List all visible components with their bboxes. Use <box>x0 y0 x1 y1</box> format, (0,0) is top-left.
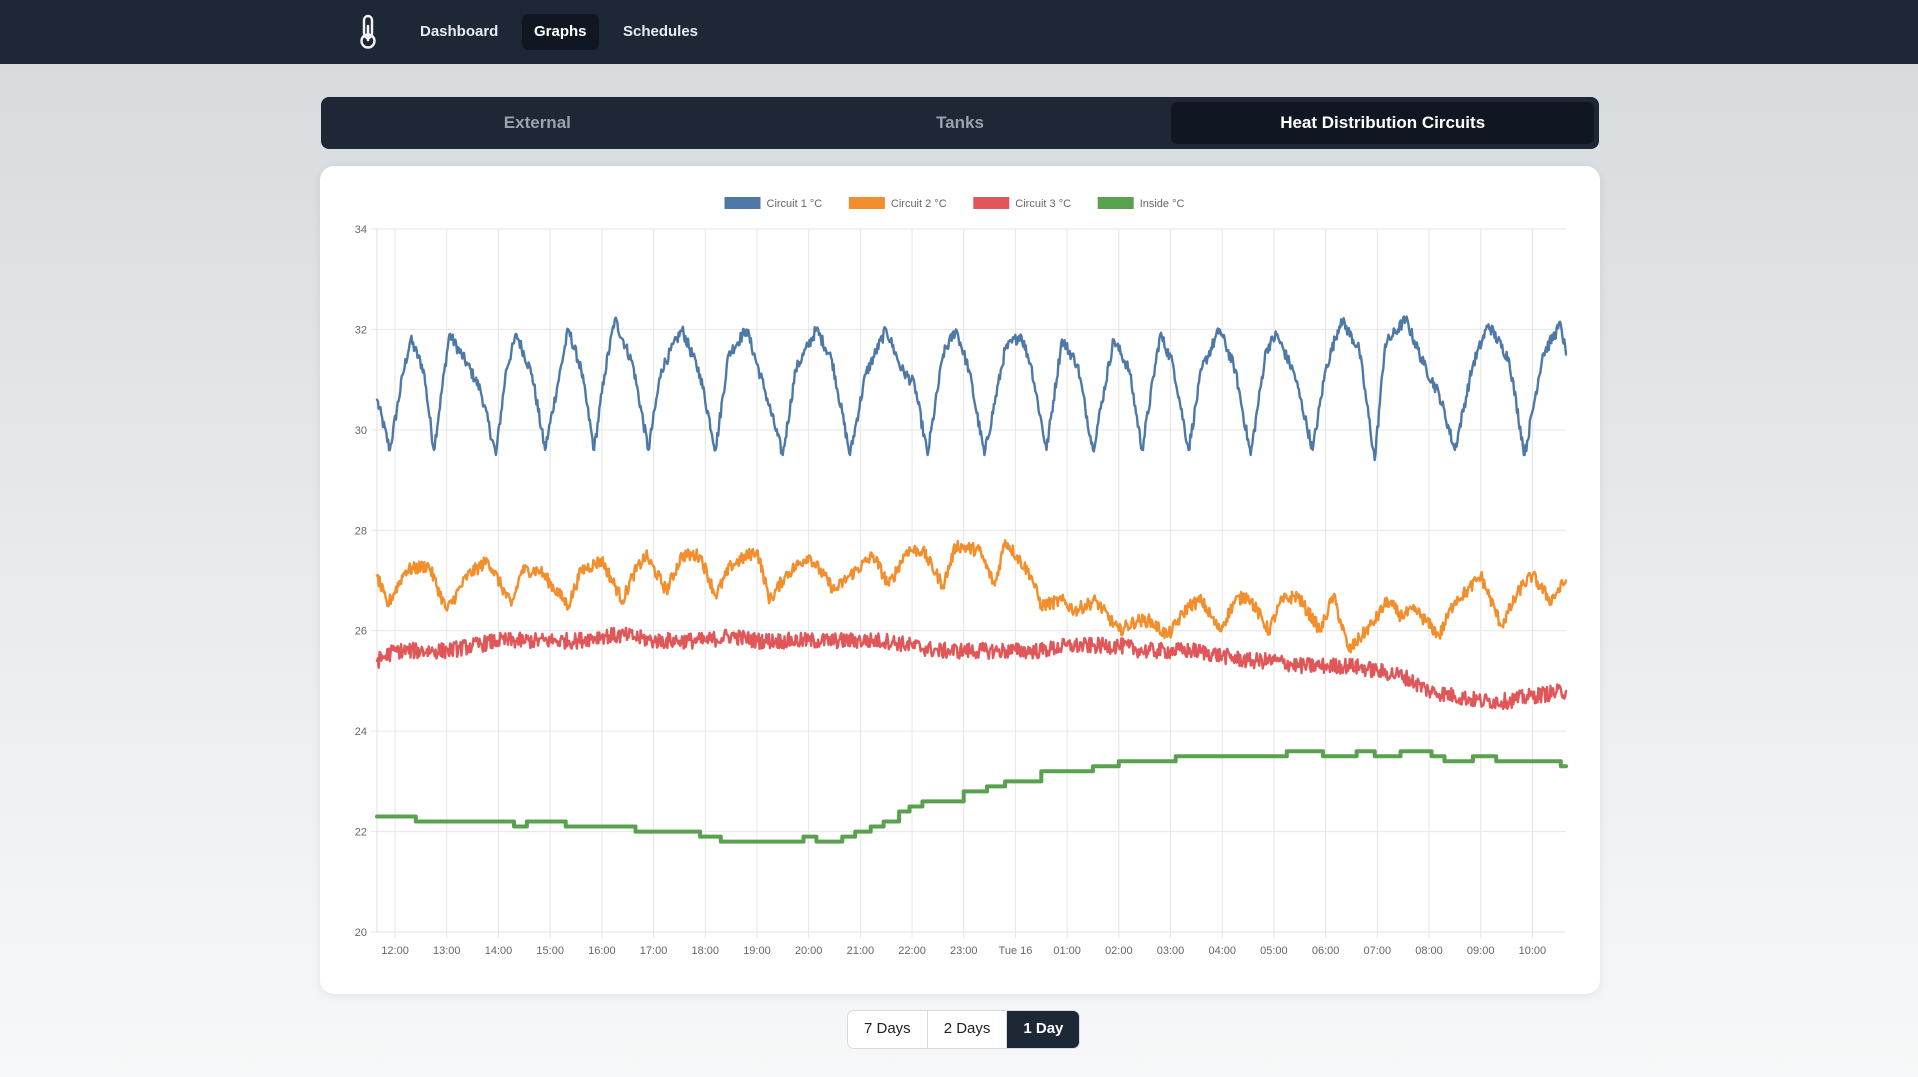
series-line-4[interactable] <box>375 749 1568 844</box>
temperature-line-chart: 20 22 24 26 28 30 32 34 12:00 13:00 14:00 15:00 16:0… <box>355 197 1568 957</box>
range-2-days-button[interactable]: 2 Days <box>928 1011 1008 1048</box>
x-tick-label: 23:00 <box>950 945 978 957</box>
y-tick-label: 30 <box>355 425 367 437</box>
x-tick-label: 16:00 <box>588 945 616 957</box>
series-line-2[interactable] <box>375 539 1568 654</box>
series-line-3[interactable] <box>375 626 1568 711</box>
chart-legend: Circuit 1 °C Circuit 2 °C Circuit 3 °C Insi… <box>724 197 1185 210</box>
top-navbar: Dashboard Graphs Schedules <box>0 0 1918 64</box>
series-line-1[interactable] <box>375 315 1568 462</box>
legend-label[interactable]: Circuit 3 °C <box>1015 198 1071 210</box>
tab-tanks[interactable]: Tanks <box>936 113 984 132</box>
x-tick-label: 02:00 <box>1105 945 1133 957</box>
y-tick-label: 26 <box>355 626 367 638</box>
range-7-days-button[interactable]: 7 Days <box>848 1011 928 1048</box>
y-tick-label: 34 <box>355 224 367 236</box>
x-tick-label: 18:00 <box>692 945 720 957</box>
legend-swatch <box>848 197 885 209</box>
y-tick-label: 28 <box>355 525 367 537</box>
x-tick-label: 12:00 <box>381 945 409 957</box>
thermometer-icon[interactable] <box>354 14 382 50</box>
graph-category-tabs: External Tanks Heat Distribution Circuit… <box>321 97 1599 149</box>
y-tick-label: 22 <box>355 827 367 839</box>
x-tick-label: 14:00 <box>485 945 513 957</box>
x-tick-label: 01:00 <box>1053 945 1081 957</box>
x-tick-label: 21:00 <box>847 945 875 957</box>
chart-axes: 20 22 24 26 28 30 32 34 12:00 13:00 14:00 15:00 16:0… <box>355 224 1546 957</box>
nav-graphs-button[interactable]: Graphs <box>522 14 599 50</box>
y-tick-label: 32 <box>355 324 367 336</box>
legend-swatch <box>724 197 761 209</box>
y-tick-label: 24 <box>355 726 367 738</box>
tab-external[interactable]: External <box>503 113 571 132</box>
legend-swatch <box>1097 197 1134 209</box>
tab-heat-distribution-circuits[interactable]: Heat Distribution Circuits <box>1171 102 1595 144</box>
chart-series <box>375 315 1568 844</box>
x-tick-label: 05:00 <box>1260 945 1288 957</box>
legend-label[interactable]: Inside °C <box>1140 198 1185 210</box>
nav-schedules-button[interactable]: Schedules <box>623 23 699 40</box>
x-tick-label: 06:00 <box>1312 945 1340 957</box>
x-tick-label: 15:00 <box>536 945 564 957</box>
x-tick-label: 07:00 <box>1364 945 1392 957</box>
chart-card: 20 22 24 26 28 30 32 34 12:00 13:00 14:00 15:00 16:0… <box>320 166 1600 994</box>
x-tick-label: 09:00 <box>1467 945 1495 957</box>
time-range-selector: 7 Days 2 Days 1 Day <box>847 1010 1081 1049</box>
x-tick-label: 20:00 <box>795 945 823 957</box>
x-tick-label: 17:00 <box>640 945 668 957</box>
y-tick-label: 20 <box>355 927 367 939</box>
range-1-day-button[interactable]: 1 Day <box>1007 1011 1080 1048</box>
nav-dashboard-button[interactable]: Dashboard <box>420 23 499 40</box>
x-tick-label: 04:00 <box>1208 945 1236 957</box>
legend-label[interactable]: Circuit 2 °C <box>891 198 947 210</box>
x-tick-label: 13:00 <box>433 945 461 957</box>
x-tick-label: 08:00 <box>1415 945 1443 957</box>
x-tick-label: 22:00 <box>898 945 926 957</box>
x-tick-label: 10:00 <box>1519 945 1547 957</box>
legend-label[interactable]: Circuit 1 °C <box>767 198 823 210</box>
legend-swatch <box>973 197 1010 209</box>
x-tick-label: 19:00 <box>743 945 771 957</box>
x-tick-label: 03:00 <box>1157 945 1185 957</box>
x-tick-label: Tue 16 <box>999 945 1033 957</box>
